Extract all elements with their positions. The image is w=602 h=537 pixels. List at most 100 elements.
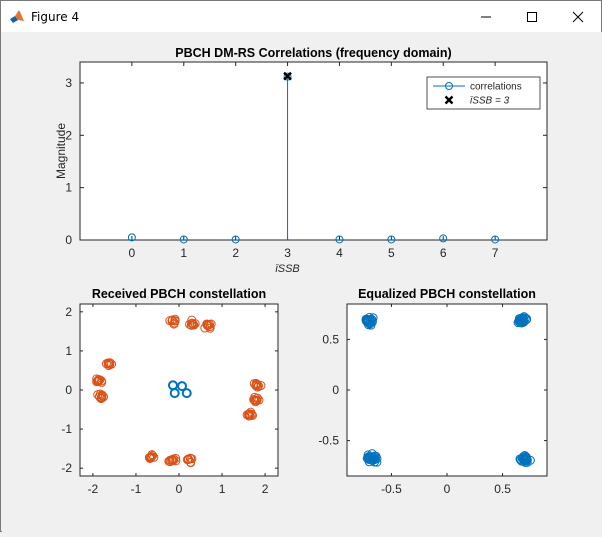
legend-marker [444, 95, 454, 105]
data-point [256, 381, 266, 391]
axes-box [346, 303, 548, 477]
data-point [171, 456, 181, 466]
chart-title: Equalized PBCH constellation [358, 287, 536, 301]
x-tick-label: -1 [131, 482, 142, 496]
data-point [94, 392, 104, 402]
title-bar[interactable]: Figure 4 [1, 1, 601, 32]
x-axis-label: īSSB [275, 263, 299, 275]
window-title: Figure 4 [31, 9, 80, 24]
data-point [181, 388, 192, 399]
y-tick-label: 2 [65, 128, 72, 142]
data-point [231, 235, 240, 244]
matlab-icon [10, 9, 24, 23]
maximize-icon [527, 11, 537, 22]
data-point [335, 235, 344, 244]
y-tick-label: 3 [65, 76, 72, 90]
x-tick-label: 1 [219, 482, 226, 496]
data-point [149, 452, 159, 462]
data-point [97, 390, 107, 400]
data-point [445, 82, 453, 90]
data-point [164, 456, 174, 466]
x-tick-label: -0.5 [381, 482, 402, 496]
minimize-icon [481, 16, 491, 17]
data-point [168, 455, 178, 465]
data-point [363, 452, 373, 462]
x-tick-label: 4 [336, 246, 343, 260]
y-tick-label: 1 [65, 181, 72, 195]
minimize-button[interactable] [463, 1, 509, 32]
y-tick-label: 0 [65, 383, 72, 397]
legend-label: correlations [470, 82, 522, 93]
data-point [249, 395, 259, 405]
data-point [203, 320, 213, 330]
x-tick-label: 0 [444, 482, 451, 496]
y-tick-label: 0.5 [322, 332, 339, 346]
data-point [99, 392, 109, 402]
detected-marker [283, 71, 292, 81]
x-tick-label: 3 [284, 246, 291, 260]
data-point [186, 320, 196, 330]
data-point [491, 235, 500, 244]
data-point [252, 380, 262, 390]
figure-svg: PBCH DM-RS Correlations (frequency domai… [54, 46, 548, 496]
data-point [189, 320, 199, 330]
data-point [244, 411, 254, 421]
data-point [251, 379, 261, 389]
y-tick-label: -2 [61, 461, 72, 475]
data-point [165, 316, 175, 326]
data-point [104, 361, 114, 371]
data-point [362, 316, 372, 326]
y-tick-label: 0 [332, 383, 339, 397]
data-point [103, 358, 113, 368]
data-point [202, 319, 212, 329]
figure-canvas: PBCH DM-RS Correlations (frequency domai… [2, 32, 602, 532]
data-point [127, 233, 136, 242]
x-tick-label: 0 [129, 246, 136, 260]
y-axis-label: Magnitude [54, 123, 68, 179]
data-point [101, 359, 111, 369]
data-point [182, 455, 192, 465]
data-point [147, 450, 157, 460]
chart-title: PBCH DM-RS Correlations (frequency domai… [175, 46, 451, 60]
data-point [177, 381, 188, 392]
x-tick-label: 0 [176, 482, 183, 496]
data-point [96, 394, 106, 404]
data-point [97, 376, 107, 386]
data-point [367, 314, 377, 324]
x-tick-label: 7 [492, 246, 499, 260]
data-point [363, 315, 373, 325]
y-tick-label: -1 [61, 422, 72, 436]
data-point [190, 319, 200, 329]
data-point [250, 397, 260, 407]
data-point [521, 452, 531, 462]
x-tick-label: 0.5 [494, 482, 511, 496]
x-tick-label: 1 [180, 246, 187, 260]
data-point [439, 234, 448, 243]
x-tick-label: 2 [262, 482, 269, 496]
maximize-button[interactable] [509, 1, 555, 32]
data-point [519, 312, 529, 322]
close-icon [572, 11, 584, 22]
data-point [522, 455, 532, 465]
data-point [283, 72, 292, 81]
data-point [522, 314, 532, 324]
data-point [179, 235, 188, 244]
data-point [105, 359, 115, 369]
x-tick-label: 6 [440, 246, 447, 260]
y-tick-label: 2 [65, 305, 72, 319]
x-tick-label: 5 [388, 246, 395, 260]
data-point [253, 381, 263, 391]
data-point [93, 376, 103, 386]
y-tick-label: -0.5 [318, 434, 339, 448]
legend-label: īSSB = 3 [470, 96, 510, 107]
data-point [250, 395, 260, 405]
data-point [169, 388, 180, 399]
x-tick-label: -2 [88, 482, 99, 496]
data-point [367, 315, 377, 325]
close-button[interactable] [555, 1, 601, 32]
data-point [517, 315, 527, 325]
data-point [387, 235, 396, 244]
x-tick-label: 2 [232, 246, 239, 260]
data-point [368, 454, 378, 464]
